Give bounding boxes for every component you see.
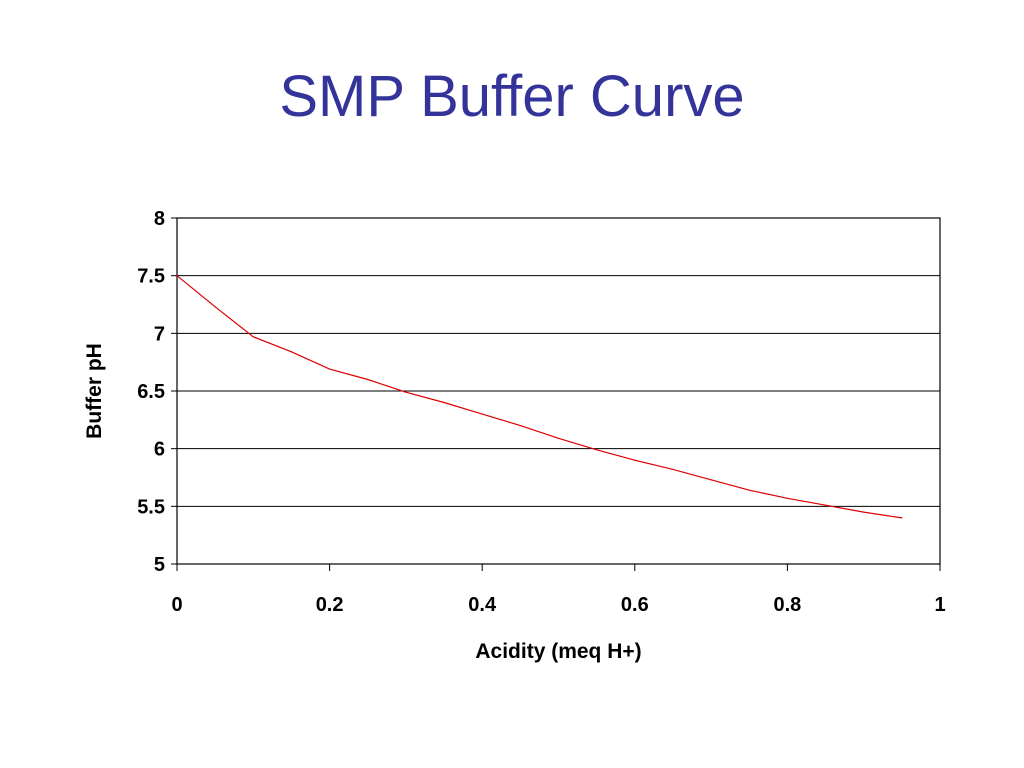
x-tick-label: 1: [934, 594, 945, 616]
x-tick-label: 0.8: [773, 594, 801, 616]
data-point: [252, 336, 254, 338]
data-point: [863, 511, 865, 513]
x-tick-label: 0: [171, 594, 182, 616]
y-tick-label: 8: [154, 208, 165, 230]
y-tick-label: 6.5: [137, 381, 165, 403]
data-point: [367, 378, 369, 381]
data-point: [672, 468, 674, 471]
grid-lines: [177, 217, 940, 565]
data-point: [634, 459, 636, 461]
data-point: [596, 449, 598, 451]
data-point: [443, 401, 445, 404]
y-tick-label: 7: [154, 323, 165, 345]
data-point: [901, 517, 903, 519]
axis-ticks: 5 5.5 6 6.5 7 7.5 8 0 0.2 0.4 0.6 0.8 1: [137, 208, 945, 616]
data-point: [710, 479, 712, 481]
data-point: [519, 425, 521, 427]
y-tick-label: 6: [154, 439, 165, 461]
page-title: SMP Buffer Curve: [279, 64, 745, 129]
y-tick-label: 7.5: [137, 266, 165, 288]
data-point: [748, 489, 750, 491]
data-point: [786, 497, 789, 499]
y-tick-label: 5.5: [137, 496, 165, 518]
data-point: [824, 504, 827, 506]
series-line: [176, 275, 902, 519]
data-point: [557, 437, 560, 439]
data-point: [214, 306, 216, 308]
data-point: [405, 391, 407, 393]
data-point: [481, 413, 483, 415]
data-point: [329, 368, 331, 370]
y-axis-label: Buffer pH: [83, 343, 106, 439]
x-tick-label: 0.2: [316, 594, 344, 616]
x-tick-label: 0.6: [621, 594, 649, 616]
data-point: [176, 275, 178, 277]
series-layer: [176, 275, 903, 519]
x-tick-label: 0.4: [468, 594, 497, 616]
x-axis-label: Acidity (meq H+): [475, 640, 641, 663]
y-tick-label: 5: [154, 554, 165, 576]
data-point: [290, 351, 293, 353]
